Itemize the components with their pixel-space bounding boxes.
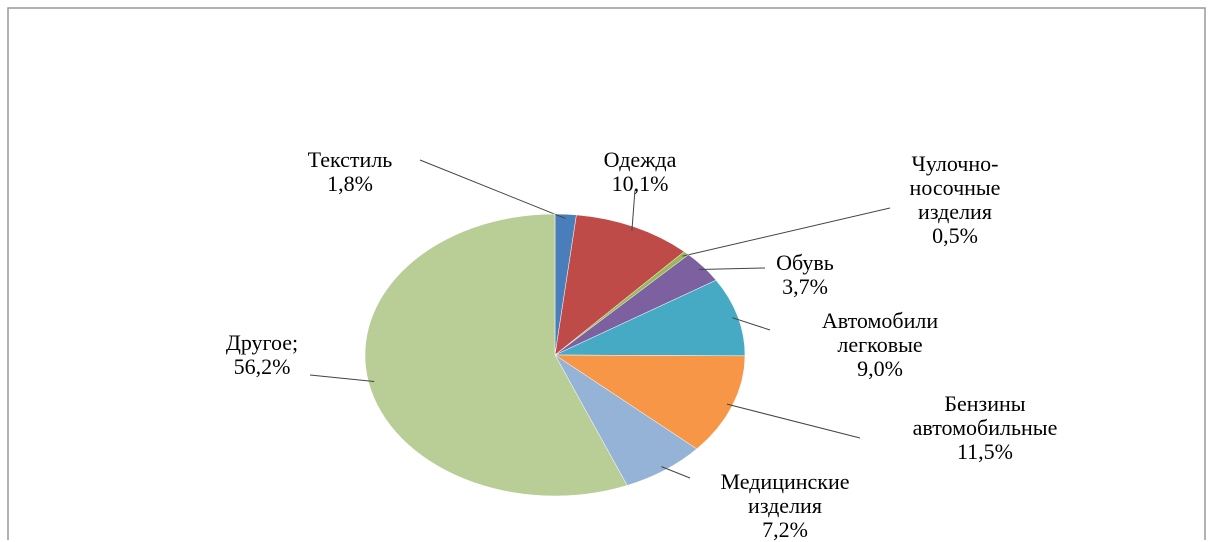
- value-label: 10,1%: [611, 171, 669, 196]
- leader-line: [419, 159, 566, 219]
- category-label: Обувь: [776, 250, 834, 275]
- category-label: Автомобили легковые: [821, 308, 939, 357]
- category-label: Медицинские изделия: [720, 469, 850, 518]
- category-label: Текстиль: [307, 147, 393, 172]
- slice-label: Одежда 10,1%: [580, 148, 700, 196]
- leader-line: [698, 267, 766, 270]
- category-label: Чулочно-носочные изделия: [909, 151, 1001, 224]
- leader-line: [631, 189, 636, 231]
- category-label: Другое;: [225, 330, 299, 355]
- category-label: Одежда: [603, 147, 677, 172]
- leader-line: [732, 317, 771, 331]
- frame: [7, 7, 1206, 540]
- value-label: 7,2%: [762, 517, 808, 542]
- value-label: 56,2%: [233, 354, 291, 379]
- slice-label: Чулочно-носочные изделия 0,5%: [880, 152, 1030, 248]
- slice-label: Текстиль 1,8%: [270, 148, 430, 196]
- category-label: Бензины автомобильные: [912, 391, 1058, 440]
- slice-label: Обувь 3,7%: [755, 251, 855, 299]
- slice-label: Бензины автомобильные 11,5%: [870, 392, 1100, 464]
- pie-slice: [364, 213, 628, 497]
- value-label: 11,5%: [956, 439, 1013, 464]
- leader-line: [726, 403, 861, 439]
- slice-label: Медицинские изделия 7,2%: [685, 470, 885, 542]
- value-label: 0,5%: [932, 223, 978, 248]
- slice-label: Другое; 56,2%: [207, 331, 317, 379]
- value-label: 9,0%: [857, 356, 903, 381]
- value-label: 1,8%: [327, 171, 373, 196]
- leader-line: [661, 466, 691, 479]
- leader-line: [682, 207, 891, 257]
- value-label: 3,7%: [782, 274, 828, 299]
- slice-label: Автомобили легковые 9,0%: [795, 309, 965, 381]
- pie-slice: [554, 214, 685, 356]
- pie-slice: [554, 279, 746, 357]
- leader-line: [309, 374, 375, 382]
